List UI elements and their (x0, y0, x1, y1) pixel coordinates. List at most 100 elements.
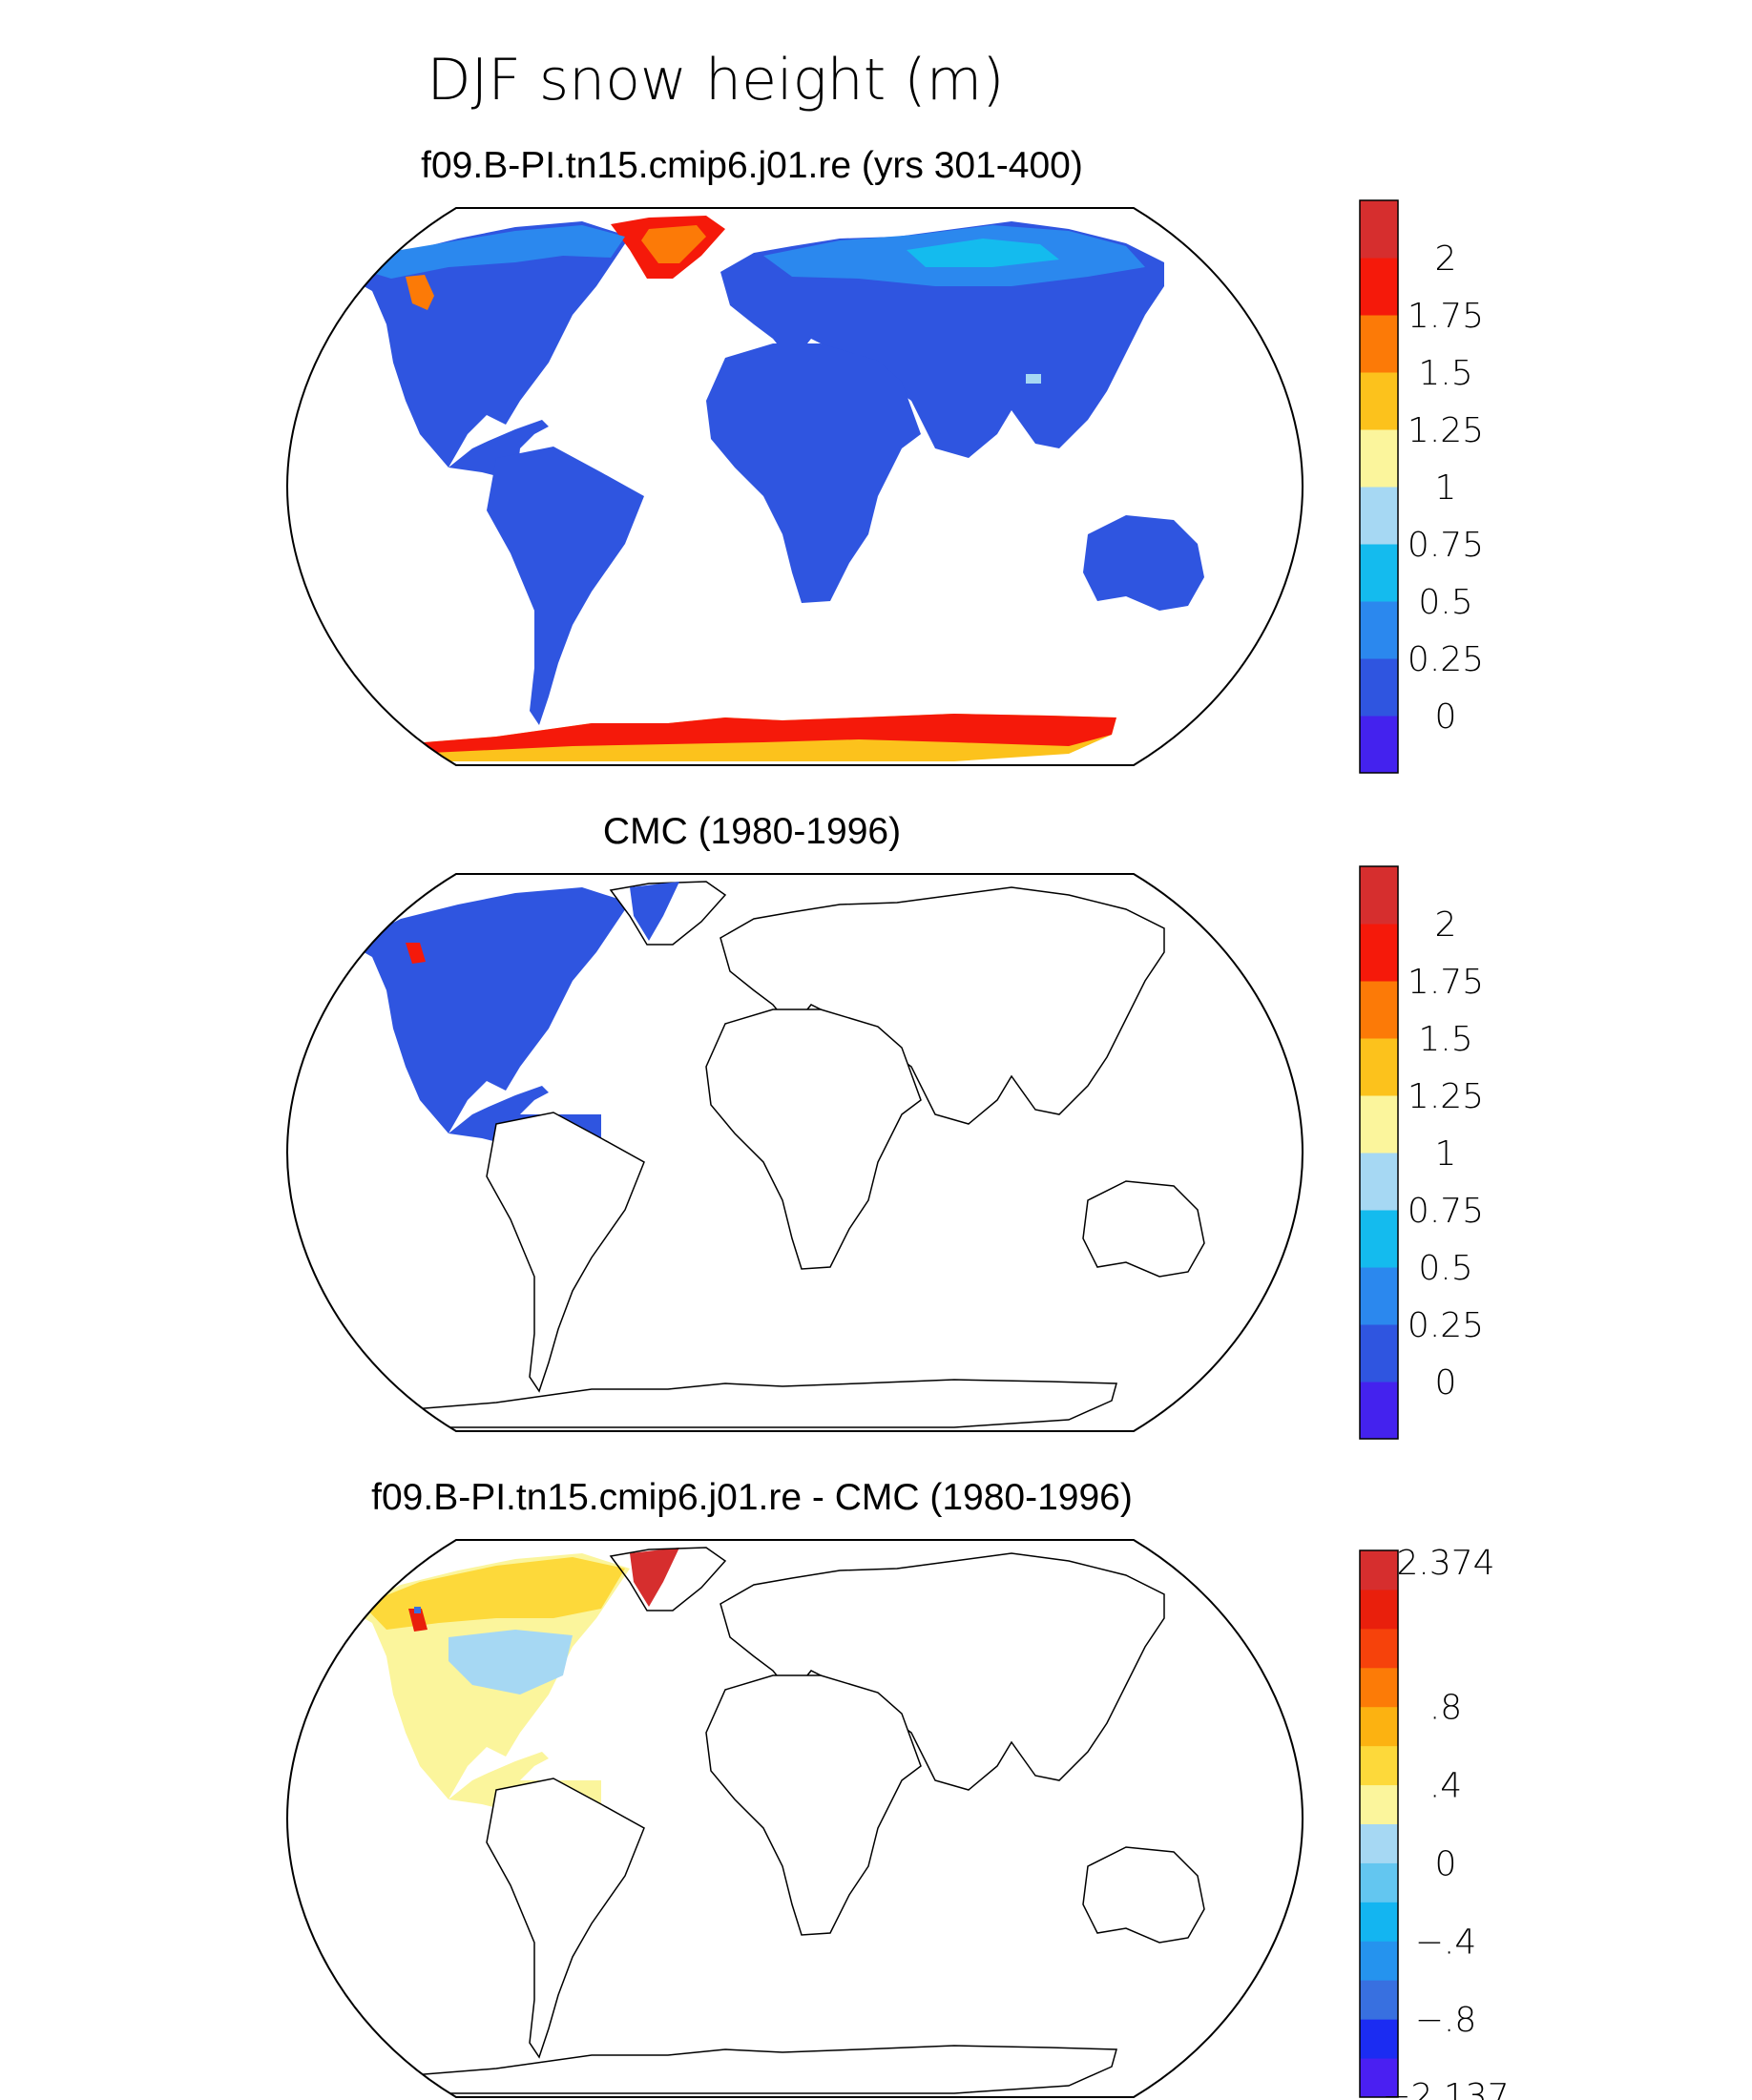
colorbar-swatch (1360, 2019, 1398, 2059)
rockies-negative-spot (414, 1607, 421, 1613)
panel-title: f09.B-PI.tn15.cmip6.j01.re (yrs 301-400) (421, 145, 1083, 186)
colorbar-tick-label: 1.75 (1408, 297, 1484, 336)
colorbar-swatch (1360, 1980, 1398, 2020)
colorbar-swatch (1360, 1038, 1398, 1096)
colorbar-swatch (1360, 1667, 1398, 1708)
colorbar-swatch (1360, 544, 1398, 602)
colorbar: 0 0.25 0.5 0.75 1 1.25 1.5 1.75 2 (1359, 199, 1484, 774)
colorbar-tick-label: −.4 (1415, 1923, 1477, 1962)
land-north-america (350, 887, 630, 1133)
canada-positive-band (363, 1557, 625, 1630)
colorbar-frame (1359, 1549, 1399, 2098)
colorbar-swatch (1360, 981, 1398, 1039)
land-south-america (486, 1778, 645, 2059)
alaska-rockies-snow (406, 275, 434, 310)
colorbar-swatch (1360, 601, 1398, 659)
colorbar-swatch (1360, 372, 1398, 430)
colorbar-frame (1359, 199, 1399, 774)
arctic-snow-band (353, 225, 625, 279)
land-eurasia (720, 886, 1165, 1125)
panel-model: f09.B-PI.tn15.cmip6.j01.re (yrs 301-400)… (285, 145, 1484, 774)
colorbar-tick-label: 0.75 (1408, 1192, 1484, 1231)
land-australia (1083, 515, 1204, 611)
colorbar-tick-label: 1 (1435, 468, 1457, 508)
colorbar-swatch (1360, 1902, 1398, 1942)
land-south-america (487, 447, 644, 725)
colorbar-frame (1359, 865, 1399, 1440)
colorbar-tick-label: 1.5 (1418, 1020, 1472, 1059)
figure-title: DJF snow height (m) (427, 47, 1004, 114)
antarctica-coast-band (401, 714, 1116, 754)
greenland-core (641, 225, 706, 263)
colorbar: −2.137 −.8 −.4 0 .4 .8 2.374 (1359, 1544, 1510, 2100)
siberia-snow-core (907, 239, 1059, 267)
colorbar-tick-label: 2 (1435, 905, 1457, 945)
colorbar-tick-label: 0 (1435, 1844, 1457, 1883)
colorbar-swatch (1360, 1784, 1398, 1824)
land-australia (1082, 1180, 1205, 1278)
colorbar-swatch (1360, 1941, 1398, 1981)
colorbar-swatch (1360, 487, 1398, 545)
colorbar-tick-label: .8 (1429, 1689, 1462, 1728)
greenland-data-wedge (630, 1548, 679, 1607)
colorbar-tick-label: 0.5 (1418, 583, 1472, 622)
colorbar-swatch (1360, 2058, 1398, 2098)
map-frame (285, 873, 1304, 1432)
colorbar-tick-label: −2.137 (1382, 2077, 1509, 2100)
colorbar-swatch (1360, 924, 1398, 982)
colorbar-tick-label: 0.25 (1408, 640, 1484, 679)
land-africa (706, 343, 921, 603)
colorbar-swatch (1360, 716, 1398, 774)
colorbar-swatch (1360, 258, 1398, 316)
land-central-america (448, 420, 549, 491)
colorbar-tick-label: 1.75 (1408, 963, 1484, 1002)
colorbar-tick-label: −.8 (1415, 2001, 1477, 2040)
land-central-america (448, 1752, 549, 1823)
colorbar-swatch (1360, 1324, 1398, 1383)
land-africa (705, 1674, 922, 1936)
colorbar-swatch (1360, 1267, 1398, 1325)
land-australia (1082, 1846, 1205, 1944)
land-antarctica (399, 2045, 1117, 2094)
alaska-rockies-snow (406, 943, 426, 964)
colorbar-swatch (1360, 1550, 1398, 1591)
colorbar-swatch (1360, 1823, 1398, 1863)
colorbar-swatch (1360, 866, 1398, 925)
alaska-rockies-diff (408, 1609, 428, 1632)
panel-observation: CMC (1980-1996) 0 0.25 0.5 0.75 1 1.25 1.5 1.75… (285, 811, 1484, 1440)
map-area (350, 881, 1205, 1428)
map-area (350, 1547, 1205, 2094)
panel-title: f09.B-PI.tn15.cmip6.j01.re - CMC (1980-1… (371, 1477, 1133, 1518)
land-central-america (448, 1086, 549, 1157)
colorbar-tick-label: 0.5 (1418, 1249, 1472, 1288)
colorbar-tick-label: 0.75 (1408, 526, 1484, 565)
map-frame (285, 1539, 1304, 2098)
panel-title: CMC (1980-1996) (603, 811, 901, 852)
panel-difference: f09.B-PI.tn15.cmip6.j01.re - CMC (1980-1… (285, 1477, 1510, 2100)
colorbar-swatch (1360, 315, 1398, 373)
land-greenland (609, 1547, 727, 1611)
greenland-data-wedge (630, 882, 679, 941)
colorbar-swatch (1360, 1210, 1398, 1268)
colorbar-tick-label: 1.5 (1418, 354, 1472, 393)
colorbar-swatch (1360, 1095, 1398, 1154)
colorbar: 0 0.25 0.5 0.75 1 1.25 1.5 1.75 2 (1359, 865, 1484, 1440)
colorbar-tick-label: 1 (1435, 1134, 1457, 1174)
colorbar-swatch (1360, 1589, 1398, 1630)
colorbar-swatch (1360, 1628, 1398, 1669)
himalaya-snow (1026, 374, 1041, 384)
colorbar-tick-label: 0.25 (1408, 1306, 1484, 1345)
colorbar-swatch (1360, 1382, 1398, 1440)
colorbar-swatch (1360, 1153, 1398, 1211)
colorbar-swatch (1360, 1706, 1398, 1747)
colorbar-swatch (1360, 200, 1398, 259)
colorbar-tick-label: 0 (1435, 697, 1457, 737)
colorbar-swatch (1360, 658, 1398, 717)
colorbar-tick-label: 1.25 (1408, 1077, 1484, 1116)
map-area (350, 216, 1204, 761)
land-south-america (486, 1112, 645, 1393)
colorbar-tick-label: .4 (1429, 1767, 1462, 1806)
colorbar-swatch (1360, 1862, 1398, 1902)
interior-negative-area (448, 1630, 573, 1695)
